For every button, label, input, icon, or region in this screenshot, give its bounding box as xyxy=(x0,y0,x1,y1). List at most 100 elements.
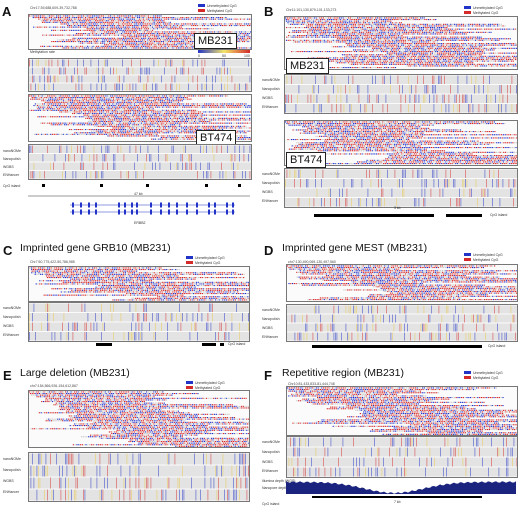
legend-unmethylated: Unmethylated CpG xyxy=(473,6,503,10)
track-label: nanoNOMe xyxy=(3,457,21,461)
panel-letter: D xyxy=(264,243,273,258)
genomic-coordinate: chr7:154,566,926-154,612,867 xyxy=(30,384,78,388)
track-label: nanoNOMe xyxy=(262,172,280,176)
track-label: WGBS xyxy=(262,460,273,464)
legend-methylated: Methylated CpG xyxy=(473,11,498,15)
cpg-island xyxy=(220,343,224,346)
track-label: WGBS xyxy=(262,96,273,100)
track-label: WGBS xyxy=(3,479,14,483)
cpg-island xyxy=(205,184,208,187)
methylation-tracks xyxy=(28,302,250,342)
read-track-bt474 xyxy=(28,94,252,142)
legend-methylated: Methylated CpG xyxy=(473,258,498,262)
track-label: ENHancer xyxy=(3,490,19,494)
cpg-island xyxy=(312,345,482,348)
read-track xyxy=(286,386,518,436)
track-label: WGBS xyxy=(3,165,14,169)
methylation-tracks-mb231 xyxy=(284,74,518,114)
track-label: Nanopolish xyxy=(262,87,280,91)
legend-unmethylated: Unmethylated CpG xyxy=(473,253,503,257)
panel-letter: A xyxy=(2,4,11,19)
methylation-tracks xyxy=(286,304,518,342)
genomic-coordinate: Chr10:81,433,833-81,444,748 xyxy=(288,382,335,386)
panel-title: Imprinted gene MEST (MB231) xyxy=(282,242,427,254)
track-label: Nanopolish xyxy=(262,181,280,185)
track-label: Nanopolish xyxy=(262,450,280,454)
gene-size: 47 kb xyxy=(134,192,143,196)
panel-letter: C xyxy=(3,243,12,258)
cpg-island xyxy=(146,184,149,187)
panel-title: Imprinted gene GRB10 (MB231) xyxy=(20,242,171,254)
methylation-tracks xyxy=(28,452,250,502)
read-track-mb231 xyxy=(28,14,252,50)
cell-line-label: BT474 xyxy=(286,152,327,168)
track-label: nanoNOMe xyxy=(262,440,280,444)
track-label: ENHancer xyxy=(3,173,19,177)
panel-letter: F xyxy=(264,368,272,383)
legend: Unmethylated CpG Methylated CpG xyxy=(186,255,225,265)
genomic-coordinate: Chr7:50,775,422-50,786,985 xyxy=(30,260,75,264)
panel-c: C Imprinted gene GRB10 (MB231) Chr7:50,7… xyxy=(0,238,258,360)
track-label: WGBS xyxy=(3,324,14,328)
legend: Unmethylated CpG Methylated CpG xyxy=(464,252,503,262)
track-label: Nanopolish xyxy=(3,315,21,319)
legend-unmethylated: Unmethylated CpG xyxy=(473,371,503,375)
gene-name: ERBB2 xyxy=(134,221,145,225)
panel-a: A Chr17:39,688,609-39,732,788 Unmethylat… xyxy=(0,0,258,235)
cpg-island-label: CpG island xyxy=(490,213,507,217)
legend-methylated: Methylated CpG xyxy=(473,376,498,380)
track-label: ENHancer xyxy=(262,199,278,203)
track-label: WGBS xyxy=(262,190,273,194)
methylation-tracks-bt474 xyxy=(28,144,252,180)
panel-f: F Repetitive region (MB231) Chr10:81,433… xyxy=(260,362,520,511)
panel-title: Repetitive region (MB231) xyxy=(282,367,404,379)
read-track xyxy=(28,266,250,302)
legend-methylated: Methylated CpG xyxy=(195,386,220,390)
genomic-coordinate: Chr17:39,688,609-39,732,788 xyxy=(30,6,77,10)
track-label: ENHancer xyxy=(3,333,19,337)
cpg-island xyxy=(446,214,482,217)
depth-label: Illumina depth (WGS) xyxy=(262,479,295,483)
cpg-island-label: CpG island xyxy=(262,502,279,506)
cell-line-label: MB231 xyxy=(194,33,237,49)
cpg-island-label: CpG island xyxy=(228,342,245,346)
track-label: nanoNOMe xyxy=(262,308,280,312)
depth-track xyxy=(286,481,516,494)
legend-methylated: Methylated CpG xyxy=(195,261,220,265)
panel-title: Large deletion (MB231) xyxy=(20,367,130,379)
panel-letter: B xyxy=(264,4,273,19)
methylation-tracks-mb231 xyxy=(28,58,252,92)
methylation-rate-label: Methylation rate xyxy=(30,50,55,54)
legend-methylated: Methylated CpG xyxy=(207,9,232,13)
track-label: ENHancer xyxy=(262,105,278,109)
legend: Unmethylated CpG Methylated CpG xyxy=(198,3,237,13)
read-track-mb231 xyxy=(284,16,518,70)
legend-unmethylated: Unmethylated CpG xyxy=(195,256,225,260)
panel-d: D Imprinted gene MEST (MB231) chr7:130,4… xyxy=(260,238,520,360)
read-track xyxy=(28,390,250,448)
track-label: Nanopolish xyxy=(3,468,21,472)
panel-e: E Large deletion (MB231) chr7:154,566,92… xyxy=(0,362,258,511)
track-label: nanoNOMe xyxy=(262,78,280,82)
cpg-island xyxy=(312,496,482,498)
depth-label: Nanopore depth (WGS) xyxy=(262,486,299,490)
track-label: ENHancer xyxy=(262,469,278,473)
cpg-island-label: CpG island xyxy=(3,184,20,188)
legend: Unmethylated CpG Methylated CpG xyxy=(186,380,225,390)
cpg-island xyxy=(42,184,45,187)
color-scale xyxy=(198,50,250,53)
read-track xyxy=(286,264,518,302)
track-label: Nanopolish xyxy=(3,157,21,161)
cpg-island xyxy=(96,343,112,346)
panel-letter: E xyxy=(3,368,12,383)
cpg-island xyxy=(314,214,434,217)
cpg-island xyxy=(238,184,241,187)
track-label: ENHancer xyxy=(262,335,278,339)
cell-line-label: MB231 xyxy=(286,58,329,74)
cpg-island-label: CpG island xyxy=(488,344,505,348)
legend-unmethylated: Unmethylated CpG xyxy=(195,381,225,385)
scale-bar-label: 7 kb xyxy=(394,500,401,504)
track-label: Nanopolish xyxy=(262,317,280,321)
cpg-island xyxy=(202,343,216,346)
scale-tick: 50 xyxy=(222,54,226,58)
